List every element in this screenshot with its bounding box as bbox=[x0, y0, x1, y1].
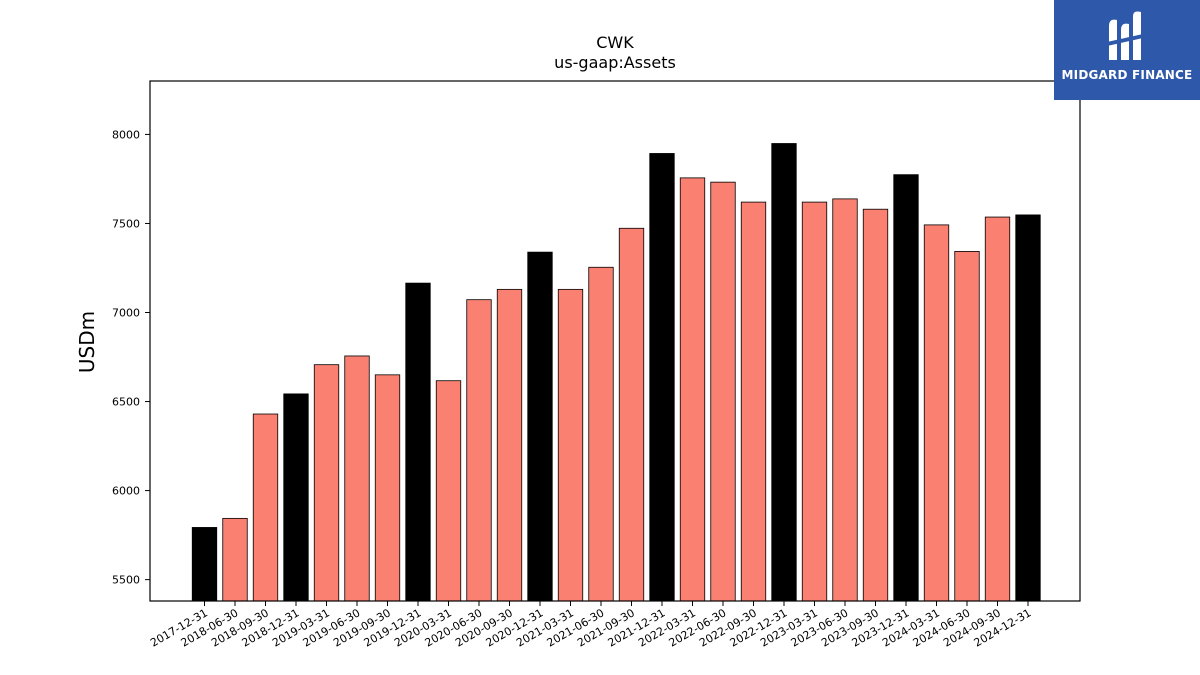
bar-2021-03-31 bbox=[557, 288, 584, 602]
bar-2019-06-30 bbox=[344, 355, 370, 602]
y-tick-label: 8000 bbox=[112, 128, 140, 141]
chart-title: CWK bbox=[596, 33, 634, 52]
bar-2022-03-31 bbox=[679, 177, 706, 602]
bar-2020-12-31 bbox=[527, 251, 553, 602]
bar-2023-12-31 bbox=[893, 174, 919, 602]
bar-2024-06-30 bbox=[954, 251, 980, 602]
bar-2023-06-30 bbox=[832, 198, 858, 602]
bar-2023-09-30 bbox=[862, 208, 889, 602]
plot-frame bbox=[149, 80, 1081, 602]
chart-subtitle: us-gaap:Assets bbox=[554, 53, 676, 72]
bar-2024-12-31 bbox=[1015, 214, 1041, 602]
bar-2021-12-31 bbox=[649, 153, 675, 602]
midgard-logo-icon bbox=[1107, 11, 1143, 61]
y-tick-label: 7000 bbox=[112, 307, 140, 320]
bars-group bbox=[191, 143, 1041, 602]
y-tick-label: 6500 bbox=[112, 396, 140, 409]
y-axis-ticks: 5500 6000 6500 7000 7500 8000 bbox=[112, 128, 150, 587]
bar-2019-12-31 bbox=[405, 282, 431, 602]
bar-2021-06-30 bbox=[588, 266, 614, 602]
bar-2019-09-30 bbox=[374, 374, 401, 602]
bar-2020-06-30 bbox=[466, 299, 492, 602]
bar-2020-09-30 bbox=[496, 288, 523, 602]
bar-2018-12-31 bbox=[283, 393, 309, 602]
y-tick-label: 7500 bbox=[112, 217, 140, 230]
brand-logo: MIDGARD FINANCE bbox=[1054, 0, 1200, 100]
bar-2022-06-30 bbox=[710, 181, 736, 602]
x-axis-ticks: 2017-12-312018-06-302018-09-302018-12-31… bbox=[148, 601, 1034, 650]
bar-2019-03-31 bbox=[313, 364, 340, 602]
y-tick-label: 5500 bbox=[112, 574, 140, 587]
bar-2018-09-30 bbox=[252, 413, 279, 602]
y-axis-label: USDm bbox=[75, 311, 99, 373]
bar-2024-09-30 bbox=[984, 216, 1011, 602]
bar-2020-03-31 bbox=[435, 380, 462, 602]
bar-2022-12-31 bbox=[771, 143, 797, 602]
bar-2021-09-30 bbox=[618, 227, 645, 602]
bar-2024-03-31 bbox=[923, 224, 950, 602]
bar-2017-12-31 bbox=[191, 527, 218, 602]
bar-2018-06-30 bbox=[222, 517, 248, 602]
brand-name: MIDGARD FINANCE bbox=[1061, 68, 1193, 82]
y-tick-label: 6000 bbox=[112, 485, 140, 498]
bar-2023-03-31 bbox=[801, 201, 828, 602]
bar-2022-09-30 bbox=[740, 201, 767, 602]
